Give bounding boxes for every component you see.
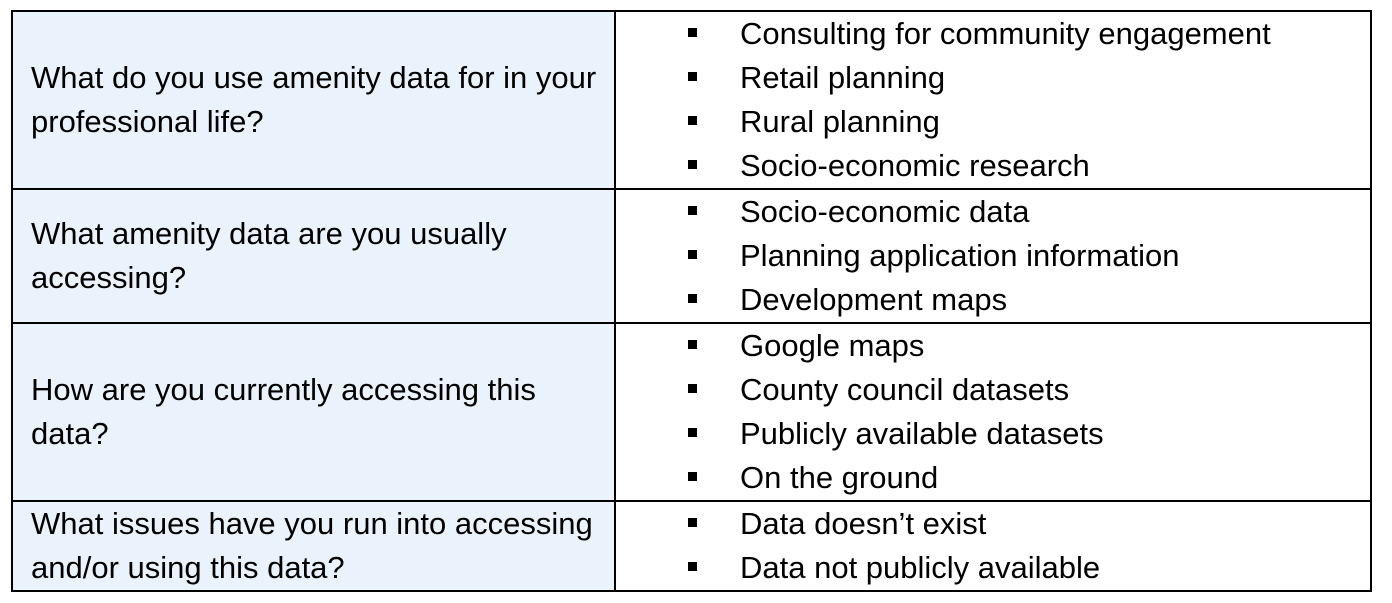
question-cell: What issues have you run into accessing … (11, 500, 616, 592)
answers-cell: Google maps County council datasets Publ… (614, 322, 1372, 502)
answer-text: Planning application information (740, 238, 1180, 273)
list-item: Publicly available datasets (616, 412, 1370, 456)
square-bullet-icon (688, 294, 697, 303)
list-item: Data not publicly available (616, 546, 1370, 590)
list-item: On the ground (616, 456, 1370, 500)
list-item: Consulting for community engagement (616, 12, 1370, 56)
answer-list: Consulting for community engagement Reta… (616, 12, 1370, 188)
list-item: Rural planning (616, 100, 1370, 144)
question-cell: How are you currently accessing this dat… (11, 322, 616, 502)
list-item: Socio-economic data (616, 190, 1370, 234)
square-bullet-icon (688, 116, 697, 125)
square-bullet-icon (688, 428, 697, 437)
list-item: Data doesn’t exist (616, 502, 1370, 546)
square-bullet-icon (688, 160, 697, 169)
answer-text: Google maps (740, 328, 925, 363)
list-item: County council datasets (616, 368, 1370, 412)
list-item: Google maps (616, 324, 1370, 368)
question-cell: What do you use amenity data for in your… (11, 10, 616, 190)
square-bullet-icon (688, 384, 697, 393)
square-bullet-icon (688, 518, 697, 527)
answer-text: On the ground (740, 460, 939, 495)
answer-text: Consulting for community engagement (740, 16, 1271, 51)
survey-table: What do you use amenity data for in your… (11, 10, 1372, 592)
square-bullet-icon (688, 340, 697, 349)
square-bullet-icon (688, 72, 697, 81)
square-bullet-icon (688, 28, 697, 37)
answer-text: Socio-economic data (740, 194, 1030, 229)
table-row: What do you use amenity data for in your… (11, 10, 1372, 190)
answer-text: Rural planning (740, 104, 940, 139)
square-bullet-icon (688, 562, 697, 571)
list-item: Development maps (616, 278, 1370, 322)
answer-text: Data not publicly available (740, 550, 1101, 585)
answer-text: Development maps (740, 282, 1008, 317)
answer-text: Publicly available datasets (740, 416, 1104, 451)
answer-list: Data doesn’t exist Data not publicly ava… (616, 502, 1370, 590)
table-row: How are you currently accessing this dat… (11, 322, 1372, 502)
list-item: Retail planning (616, 56, 1370, 100)
table-row: What issues have you run into accessing … (11, 500, 1372, 592)
square-bullet-icon (688, 472, 697, 481)
answers-cell: Consulting for community engagement Reta… (614, 10, 1372, 190)
list-item: Planning application information (616, 234, 1370, 278)
answer-list: Socio-economic data Planning application… (616, 190, 1370, 322)
answer-text: County council datasets (740, 372, 1070, 407)
list-item: Socio-economic research (616, 144, 1370, 188)
answer-text: Socio-economic research (740, 148, 1090, 183)
answers-cell: Socio-economic data Planning application… (614, 188, 1372, 324)
answers-cell: Data doesn’t exist Data not publicly ava… (614, 500, 1372, 592)
square-bullet-icon (688, 250, 697, 259)
table-row: What amenity data are you usually access… (11, 188, 1372, 324)
answer-text: Retail planning (740, 60, 946, 95)
square-bullet-icon (688, 206, 697, 215)
answer-list: Google maps County council datasets Publ… (616, 324, 1370, 500)
question-cell: What amenity data are you usually access… (11, 188, 616, 324)
answer-text: Data doesn’t exist (740, 506, 987, 541)
